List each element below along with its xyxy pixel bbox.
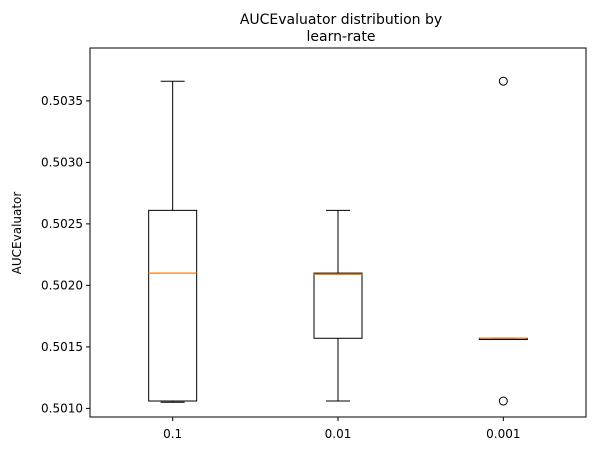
iqr-box	[148, 209, 198, 402]
x-tick-label: 0.01	[325, 427, 352, 441]
y-tick-label: 0.5030	[41, 155, 83, 169]
chart-title-line-2: learn-rate	[307, 29, 376, 45]
y-axis-label: AUCEvaluator	[10, 192, 24, 275]
y-tick-label: 0.5010	[41, 401, 83, 415]
outlier-point	[498, 76, 508, 86]
x-tick-label: 0.1	[163, 427, 182, 441]
y-tick-label: 0.5035	[41, 94, 83, 108]
y-tick-label: 0.5020	[41, 278, 83, 292]
y-tick-label: 0.5015	[41, 340, 83, 354]
iqr-box	[313, 272, 363, 339]
outlier-point	[498, 396, 508, 406]
plot-area: 0.5010 0.5015 0.5020 0.5025 0.5030 0.5035 0.1 0…	[41, 76, 528, 441]
y-tick-label: 0.5025	[41, 217, 83, 231]
axes-frame	[89, 47, 587, 418]
x-tick-label: 0.001	[486, 427, 520, 441]
chart-title-line-1: AUCEvaluator distribution by	[240, 12, 442, 28]
